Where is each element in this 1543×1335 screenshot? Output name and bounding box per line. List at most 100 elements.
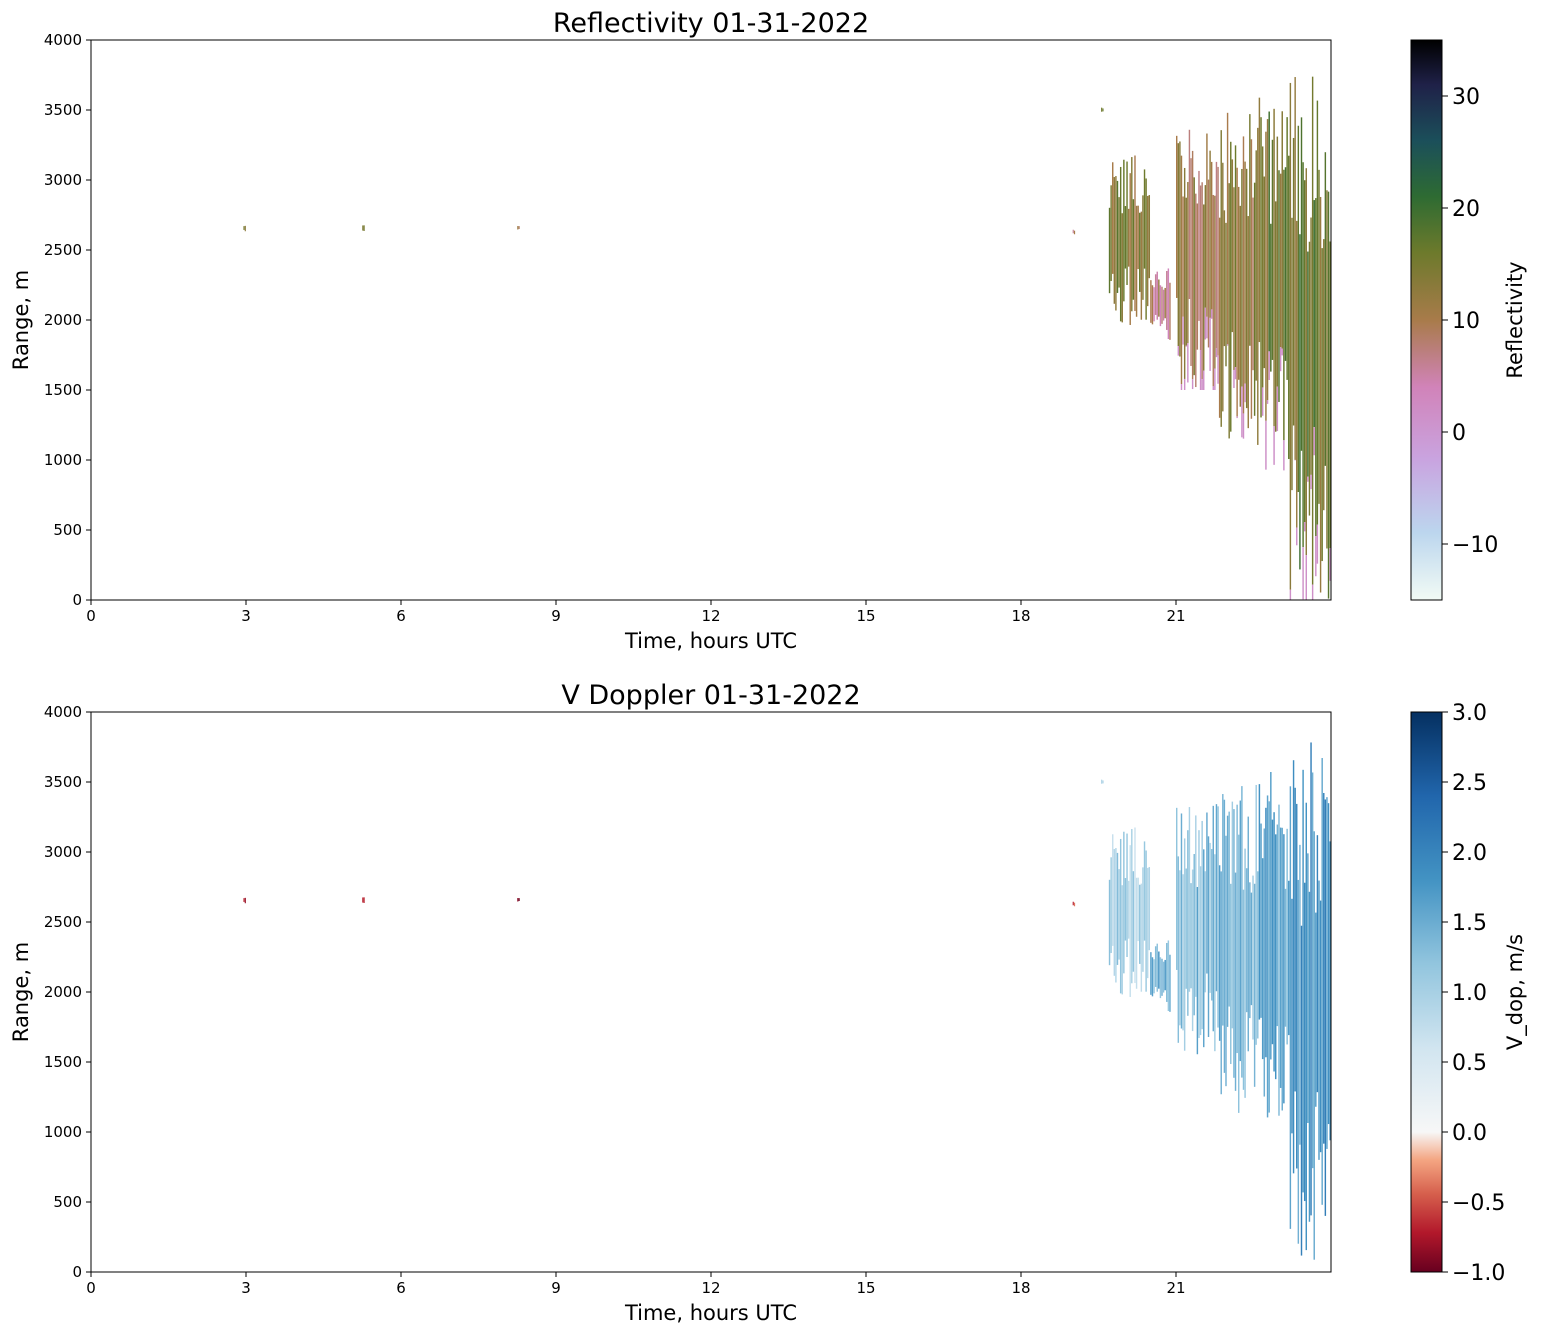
heatmap-cell: [1281, 827, 1283, 1111]
heatmap-cell: [1302, 547, 1304, 600]
heatmap-cell: [1146, 867, 1149, 979]
heatmap-cell: [1273, 812, 1275, 1072]
x-tick-label: 0: [86, 1279, 96, 1297]
heatmap-cell: [1185, 345, 1187, 347]
heatmap-cell: [1182, 196, 1184, 317]
heatmap-cell: [1327, 191, 1330, 599]
heatmap-cell: [1225, 835, 1227, 1087]
heatmap-region: [1217, 112, 1259, 445]
heatmap-cell: [1156, 271, 1158, 320]
heatmap-cell: [1183, 378, 1186, 390]
y-tick-label: 2000: [44, 983, 82, 1001]
y-tick-label: 0: [72, 591, 82, 609]
heatmap-cell: [1115, 176, 1117, 311]
heatmap-cell: [1217, 806, 1219, 1028]
heatmap-cell: [1268, 111, 1270, 352]
heatmap-cell: [1180, 155, 1183, 384]
heatmap-cell: [1284, 167, 1287, 361]
heatmap-cell: [1276, 824, 1279, 1027]
chart-title: V Doppler 01-31-2022: [561, 680, 860, 711]
heatmap-cell: [1276, 136, 1279, 387]
heatmap-cell: [1145, 850, 1147, 992]
heatmap-cell: [1210, 849, 1213, 1001]
colorbar-tick-label: −0.5: [1452, 1191, 1505, 1216]
heatmap-cell: [1313, 427, 1315, 456]
colorbar-label: V_dop, m/s: [1503, 934, 1528, 1050]
y-axis-label: Range, m: [9, 270, 33, 370]
heatmap-cell: [1145, 178, 1147, 320]
heatmap-region: [362, 225, 365, 231]
colorbar-ticks: −1.0 −0.5 0.0 0.5 1.0 1.5 2.0 2.5 3.0: [1442, 701, 1505, 1286]
heatmap-cell: [1142, 867, 1144, 972]
y-axis-ticks: 0 500 1000 1500 2000 2500 3000 3500 4000: [44, 31, 91, 609]
heatmap-region: [1176, 129, 1218, 390]
heatmap-cell: [1288, 155, 1290, 460]
heatmap-cell: [1329, 548, 1331, 581]
heatmap-cell: [1115, 848, 1117, 983]
heatmap-cell: [1214, 854, 1216, 1052]
colorbar-tick-label: 10: [1452, 309, 1480, 334]
heatmap-cell: [1199, 350, 1202, 390]
heatmap-cell: [1286, 117, 1288, 380]
heatmap-cell: [1278, 170, 1280, 402]
heatmap-cell: [1119, 166, 1122, 322]
heatmap-cell: [1311, 584, 1314, 600]
x-tick-label: 12: [701, 1279, 720, 1297]
heatmap-cell: [1073, 902, 1076, 907]
y-tick-label: 1000: [44, 451, 82, 469]
heatmap-cell: [1101, 779, 1103, 784]
y-tick-label: 2500: [44, 913, 82, 931]
heatmap-cell: [1244, 848, 1246, 1098]
heatmap-cell: [1284, 888, 1287, 1027]
heatmap-cell: [1302, 162, 1304, 548]
heatmap-cell: [1215, 161, 1218, 349]
heatmap-cell: [1203, 849, 1205, 1048]
heatmap-cell: [1177, 143, 1180, 347]
heatmap-cell: [1265, 131, 1267, 421]
heatmap-cell: [1230, 883, 1232, 1065]
heatmap-cell: [1268, 801, 1270, 1113]
heatmap-cell: [1210, 161, 1213, 310]
heatmap-cell: [1191, 379, 1194, 390]
colorbar-label: Reflectivity: [1503, 261, 1527, 378]
y-tick-label: 2500: [44, 241, 82, 259]
heatmap-cell: [1190, 158, 1192, 366]
heatmap-cell: [1148, 195, 1151, 279]
heatmap-cell: [1201, 379, 1203, 390]
heatmap-cell: [1204, 871, 1207, 993]
heatmap-cell: [1321, 248, 1323, 562]
heatmap-cell: [1204, 307, 1207, 340]
y-axis-ticks: 0 500 1000 1500 2000 2500 3000 3500 4000: [44, 703, 91, 1281]
colorbar: [1410, 711, 1443, 1273]
x-axis-ticks: 0 3 6 9 12 15 18 21: [86, 1272, 1186, 1297]
x-tick-label: 21: [1166, 607, 1185, 625]
heatmap-cell: [1214, 195, 1216, 369]
heatmap-cell: [1291, 217, 1293, 491]
heatmap-cell: [1250, 892, 1253, 1006]
heatmap-cell: [1156, 943, 1158, 992]
heatmap-cell: [1199, 866, 1202, 1036]
heatmap-cell: [1126, 161, 1128, 285]
heatmap-cell: [1187, 830, 1189, 1016]
heatmap-cell: [1279, 347, 1282, 372]
heatmap-cell: [1233, 187, 1235, 370]
heatmap-cell: [1274, 201, 1277, 432]
heatmap-cell: [1121, 213, 1123, 323]
heatmap-cell: [1296, 527, 1298, 546]
heatmap-cell: [1143, 169, 1146, 269]
heatmap-region: [1150, 940, 1171, 1012]
heatmap-cell: [1281, 348, 1283, 356]
heatmap-cell: [1279, 827, 1282, 1088]
heatmap-cell: [1294, 787, 1296, 1092]
heatmap-cell: [1236, 416, 1238, 419]
heatmap-cell: [1261, 858, 1264, 1060]
heatmap-cell: [1308, 891, 1311, 1222]
heatmap-cell: [1318, 169, 1320, 504]
y-tick-label: 4000: [44, 703, 82, 721]
heatmap-cell: [1311, 772, 1314, 1169]
heatmap-cell: [1137, 877, 1139, 942]
heatmap-cell: [1150, 280, 1152, 323]
heatmap-cell: [1249, 114, 1251, 346]
x-tick-label: 18: [1011, 607, 1030, 625]
heatmap-cell: [1326, 797, 1328, 1149]
